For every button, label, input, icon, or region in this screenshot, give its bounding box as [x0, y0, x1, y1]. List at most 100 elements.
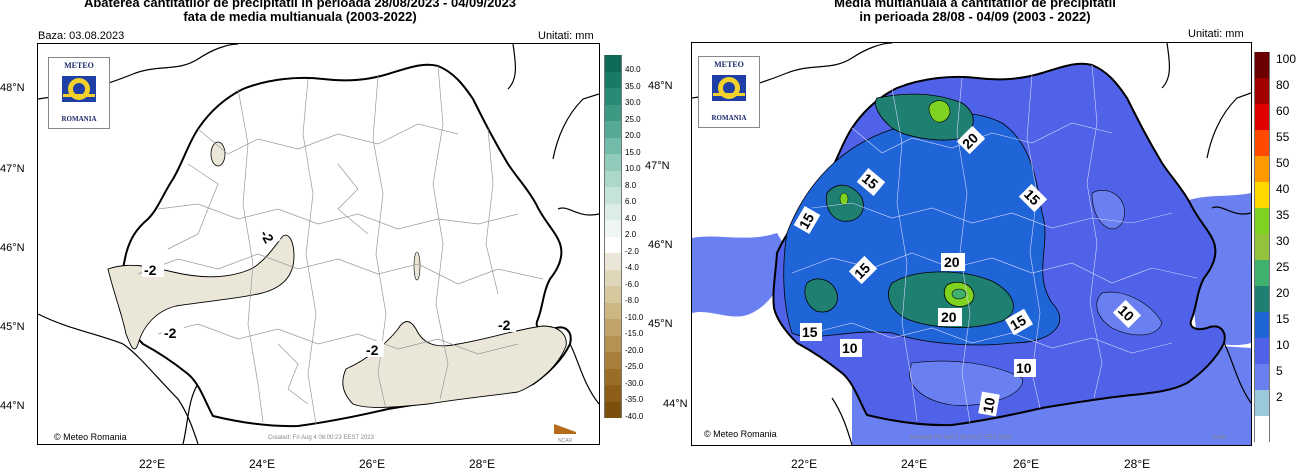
legend-swatch: [604, 236, 622, 253]
legend-label: -30.0: [625, 378, 644, 388]
legend-entry: 10.0: [604, 154, 641, 175]
legend-entry: -40.0: [604, 401, 643, 423]
legend-label: 10.0: [625, 164, 641, 173]
legend-entry: 40: [1254, 182, 1289, 208]
legend-swatch: [604, 88, 622, 105]
legend-entry: 30: [1254, 234, 1289, 260]
right-contour-label: 15: [796, 210, 818, 232]
left-meteo-romania-logo: METEO ROMANIA: [48, 57, 110, 129]
legend-entry: 20: [1254, 286, 1289, 312]
logo-emblem-icon: [712, 75, 746, 101]
left-lat-label: 46°N: [0, 242, 25, 254]
legend-entry: 60: [1254, 104, 1289, 130]
legend-label: 8.0: [625, 180, 637, 190]
legend-entry: -25.0: [604, 352, 643, 373]
legend-swatch: [1254, 104, 1270, 130]
legend-swatch: [604, 121, 622, 138]
legend-swatch: [604, 55, 622, 72]
legend-entry: -8.0: [604, 286, 639, 307]
legend-entry: 50: [1254, 156, 1289, 182]
legend-entry: 35.0: [604, 71, 641, 93]
right-contour-label: 20: [941, 309, 957, 325]
legend-swatch: [604, 269, 622, 286]
right-contour-label: 15: [1007, 312, 1029, 334]
right-title-line1: Media multianuala a cantitatilor de prec…: [834, 0, 1116, 10]
legend-entry: 35: [1254, 208, 1289, 234]
left-title-line1: Abaterea cantitatilor de precipitatii in…: [83, 0, 517, 10]
legend-swatch: [1254, 390, 1270, 416]
legend-entry: 2.0: [604, 220, 636, 241]
legend-swatch: [604, 170, 622, 187]
legend-swatch: [1254, 156, 1270, 182]
right-contour-label: 20: [944, 254, 960, 270]
logo-emblem-icon: [62, 76, 96, 102]
legend-entry: 20.0: [604, 121, 641, 142]
legend-entry: 2: [1254, 390, 1283, 416]
legend-swatch: [604, 335, 622, 352]
legend-label: 15: [1276, 312, 1290, 326]
legend-swatch: [604, 368, 622, 385]
legend-entry: -20.0: [604, 335, 644, 357]
right-map-frame: 20 15 15 15 15 20 20 15 15 10 10 10 10: [691, 42, 1252, 446]
legend-entry: [1254, 416, 1276, 442]
legend-swatch: [604, 302, 622, 319]
legend-entry: 55: [1254, 130, 1289, 156]
right-contour-label: 15: [802, 324, 818, 340]
left-legend: 40.0 35.0 30.0 25.0 20.0 15.0 10.0 8.0 6.0 4.0 2.0…: [604, 55, 644, 435]
legend-label: -10.0: [625, 312, 644, 322]
svg-text:NCAR: NCAR: [1212, 435, 1227, 441]
right-units: Unitati: mm: [1188, 28, 1244, 40]
legend-label: 10: [1276, 338, 1290, 352]
legend-entry: 4.0: [604, 203, 636, 225]
right-contour-label: 10: [1016, 360, 1032, 376]
legend-swatch: [604, 71, 622, 88]
legend-swatch: [1254, 416, 1270, 442]
right-contour-label: 10: [980, 396, 998, 414]
legend-label: 25.0: [625, 114, 641, 124]
legend-label: 20.0: [625, 131, 641, 140]
legend-label: -15.0: [625, 329, 644, 338]
legend-label: 2: [1276, 390, 1283, 404]
legend-swatch: [1254, 234, 1270, 260]
left-lon-label: 26°E: [359, 457, 386, 471]
legend-entry: -15.0: [604, 319, 643, 340]
right-lon-label: 22°E: [791, 457, 818, 471]
left-contour-label: -2: [498, 317, 511, 333]
right-map: 20 15 15 15 15 20 20 15 15 10 10 10 10: [692, 43, 1251, 445]
legend-swatch: [1254, 78, 1270, 104]
svg-text:NCAR: NCAR: [558, 438, 573, 444]
legend-entry: 8.0: [604, 170, 637, 192]
left-lat-label: 44°N: [0, 400, 25, 412]
legend-lat-label: 46°N: [648, 239, 673, 251]
legend-swatch: [1254, 182, 1270, 208]
legend-label: 40: [1276, 182, 1290, 196]
legend-entry: 15: [1254, 312, 1289, 338]
left-lon-label: 24°E: [249, 457, 276, 471]
left-map: -2 -2 -2 -2 -2 NCAR: [38, 44, 599, 444]
legend-label: 6.0: [625, 197, 637, 206]
legend-label: 2.0: [625, 230, 637, 239]
left-title-line2: fata de media multianuala (2003-2022): [183, 9, 417, 24]
right-meteo-romania-logo: METEO ROMANIA: [698, 56, 760, 128]
left-lon-label: 28°E: [469, 457, 496, 471]
legend-entry: -30.0: [604, 368, 644, 390]
legend-entry: 40.0: [604, 55, 641, 76]
legend-entry: -35.0: [604, 385, 643, 406]
right-copyright: © Meteo Romania: [704, 429, 777, 439]
legend-label: 20: [1276, 286, 1290, 300]
legend-lat-label: 45°N: [648, 318, 673, 330]
legend-entry: 15.0: [604, 137, 641, 159]
legend-swatch: [604, 352, 622, 369]
legend-label: 25: [1276, 260, 1290, 274]
legend-swatch: [604, 401, 622, 418]
right-lat-label: 44°N: [663, 398, 688, 410]
legend-label: 30: [1276, 234, 1290, 248]
legend-label: -20.0: [625, 345, 644, 355]
legend-entry: 25: [1254, 260, 1289, 286]
legend-lat-label: 47°N: [645, 160, 670, 172]
legend-label: -4.0: [625, 263, 639, 272]
ncar-logo: NCAR: [1208, 421, 1230, 441]
left-units: Unitati: mm: [538, 30, 594, 42]
right-lon-label: 24°E: [901, 457, 928, 471]
legend-swatch: [604, 319, 622, 336]
